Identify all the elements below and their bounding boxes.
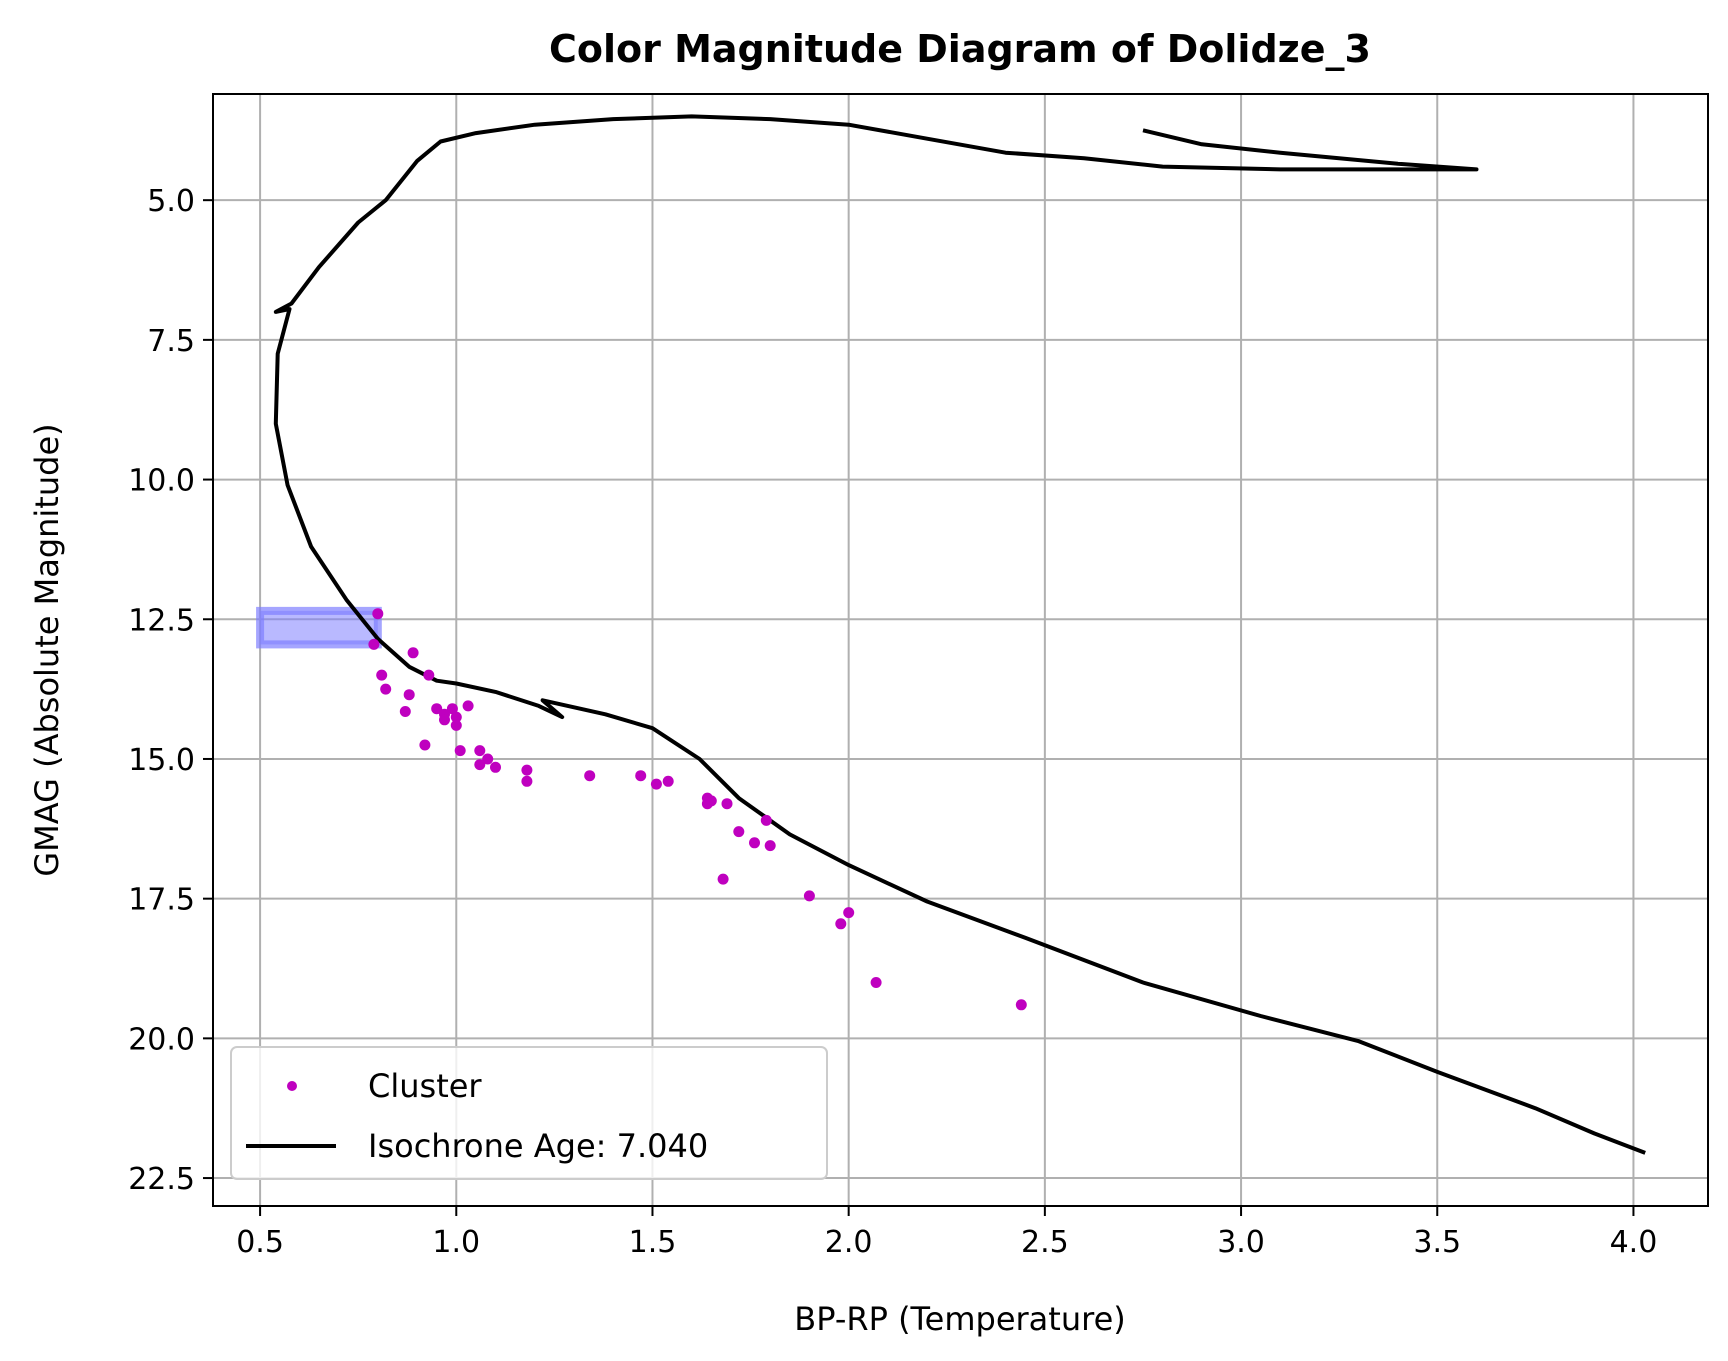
cluster-point bbox=[407, 647, 419, 659]
cluster-point bbox=[803, 890, 815, 902]
cluster-point bbox=[368, 638, 380, 650]
x-tick-label: 3.0 bbox=[1217, 1225, 1265, 1260]
y-tick-label: 15.0 bbox=[128, 743, 195, 778]
isochrone-line bbox=[273, 114, 1646, 1155]
legend-box bbox=[230, 1046, 828, 1180]
cluster-point bbox=[733, 826, 745, 838]
x-tick-label: 2.0 bbox=[825, 1225, 873, 1260]
cluster-point bbox=[843, 907, 855, 919]
cluster-point bbox=[717, 873, 729, 885]
cluster-point bbox=[482, 753, 494, 765]
cluster-point bbox=[474, 759, 486, 771]
plot-frame bbox=[212, 93, 1709, 1207]
cluster-point bbox=[521, 764, 533, 776]
cluster-point bbox=[462, 700, 474, 712]
cluster-point bbox=[450, 711, 462, 723]
cluster-point bbox=[521, 775, 533, 787]
legend: Cluster Isochrone Age: 7.040 bbox=[230, 1046, 828, 1180]
cluster-point bbox=[721, 798, 733, 810]
y-axis-label: GMAG (Absolute Magnitude) bbox=[28, 423, 66, 876]
legend-label-cluster: Cluster bbox=[368, 1067, 482, 1105]
cluster-point bbox=[1015, 999, 1027, 1011]
x-tick-label: 0.5 bbox=[236, 1225, 284, 1260]
cluster-point bbox=[454, 745, 466, 757]
cluster-point bbox=[474, 745, 486, 757]
y-tick-label: 20.0 bbox=[128, 1022, 195, 1057]
x-tick-label: 3.5 bbox=[1413, 1225, 1461, 1260]
grid bbox=[213, 94, 1708, 1206]
cluster-point bbox=[662, 775, 674, 787]
y-tick-label: 7.5 bbox=[147, 324, 195, 359]
x-tick-label: 1.0 bbox=[432, 1225, 480, 1260]
cluster-point bbox=[380, 683, 392, 695]
cluster-point bbox=[635, 770, 647, 782]
cluster-point bbox=[870, 977, 882, 988]
cluster-point bbox=[431, 703, 443, 715]
cluster-point bbox=[399, 706, 411, 717]
cluster-point bbox=[450, 719, 462, 731]
x-axis-label: BP-RP (Temperature) bbox=[794, 1300, 1125, 1338]
y-tick-label: 17.5 bbox=[128, 883, 195, 918]
cluster-point bbox=[764, 840, 776, 852]
legend-label-isochrone: Isochrone Age: 7.040 bbox=[368, 1127, 708, 1165]
cluster-point bbox=[835, 918, 847, 930]
chart-title: Color Magnitude Diagram of Dolidze_3 bbox=[549, 27, 1371, 71]
cluster-points-layer bbox=[368, 608, 1027, 1011]
cluster-point bbox=[439, 714, 450, 726]
cluster-point bbox=[584, 770, 596, 782]
x-tick-label: 1.5 bbox=[629, 1225, 677, 1260]
legend-marker-cluster bbox=[287, 1081, 297, 1091]
cluster-point bbox=[749, 837, 760, 849]
cluster-point bbox=[760, 814, 772, 826]
cluster-point bbox=[446, 703, 458, 715]
cluster-point bbox=[376, 669, 388, 681]
y-tick-label: 12.5 bbox=[128, 603, 195, 638]
cluster-point bbox=[403, 689, 415, 701]
x-tick-label: 2.5 bbox=[1021, 1225, 1069, 1260]
cluster-point bbox=[705, 795, 717, 807]
ticks: 0.5 1.0 1.5 2.0 2.5 3.0 3.5 4.0 5.0 7.5 10.0 12.5 15… bbox=[128, 184, 1657, 1260]
cluster-point bbox=[490, 761, 501, 773]
y-tick-label: 22.5 bbox=[128, 1162, 195, 1197]
isochrone-layer bbox=[273, 114, 1646, 1155]
cluster-point bbox=[423, 669, 435, 681]
cluster-point bbox=[650, 778, 662, 790]
cluster-point bbox=[372, 608, 384, 620]
cluster-point bbox=[419, 739, 431, 751]
x-tick-label: 4.0 bbox=[1610, 1225, 1658, 1260]
y-tick-label: 5.0 bbox=[147, 184, 195, 219]
y-tick-label: 10.0 bbox=[128, 464, 195, 499]
